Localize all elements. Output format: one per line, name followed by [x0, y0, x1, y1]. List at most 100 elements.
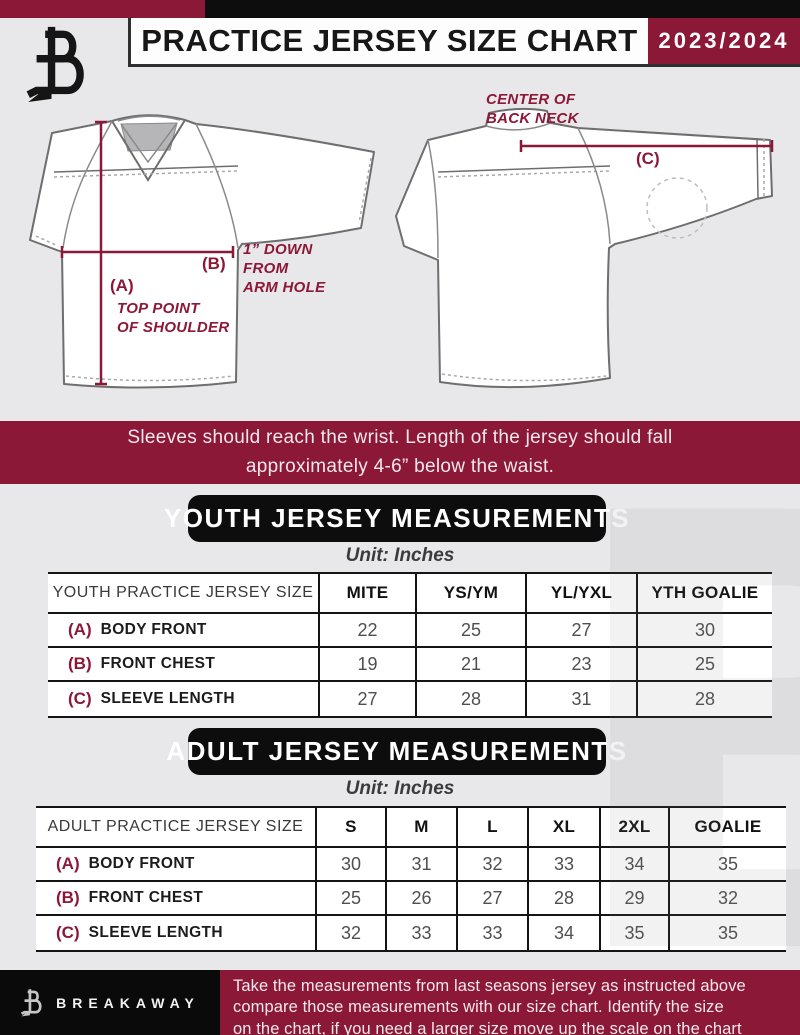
- table-row: (A) BODY FRONT 22 25 27 30: [48, 614, 772, 648]
- back-jersey-outline: [395, 107, 773, 389]
- label-c-desc-line2: BACK NECK: [486, 110, 579, 128]
- label-a-key: (A): [110, 276, 134, 295]
- cell-value: 32: [315, 916, 385, 950]
- row-name: SLEEVE LENGTH: [100, 690, 235, 707]
- fit-note-banner: Sleeves should reach the wrist. Length o…: [0, 421, 800, 484]
- cell-value: 32: [668, 882, 786, 914]
- label-c-desc-line1: CENTER OF: [486, 91, 576, 108]
- cell-value: 25: [415, 614, 525, 646]
- footer-instructions-line1: Take the measurements from last seasons …: [233, 977, 746, 995]
- title-bar: PRACTICE JERSEY SIZE CHART: [128, 18, 648, 64]
- label-c-key: (C): [636, 149, 660, 168]
- label-a-desc: TOP POINT OF SHOULDER: [117, 299, 229, 337]
- footer: BREAKAWAY Take the measurements from las…: [0, 970, 800, 1035]
- row-name: FRONT CHEST: [88, 889, 204, 906]
- adult-table-header-row: ADULT PRACTICE JERSEY SIZE S M L XL 2XL …: [36, 808, 786, 848]
- row-name: SLEEVE LENGTH: [88, 924, 223, 941]
- cell-value: 23: [525, 648, 636, 680]
- youth-unit-label: Unit: Inches: [345, 545, 455, 566]
- cell-value: 28: [527, 882, 599, 914]
- page-title: PRACTICE JERSEY SIZE CHART: [141, 23, 638, 58]
- cell-value: 32: [456, 848, 527, 880]
- cell-value: 33: [456, 916, 527, 950]
- adult-measurements-table: ADULT PRACTICE JERSEY SIZE S M L XL 2XL …: [36, 806, 786, 952]
- youth-heading-label: YOUTH JERSEY MEASUREMENTS: [163, 503, 631, 533]
- cell-value: 35: [668, 848, 786, 880]
- footer-instructions-line3: on the chart, if you need a larger size …: [233, 1019, 742, 1035]
- cell-value: 27: [318, 682, 415, 716]
- row-label: (A) BODY FRONT: [36, 848, 315, 880]
- youth-col-header: YTH GOALIE: [636, 574, 772, 612]
- cell-value: 30: [636, 614, 772, 646]
- cell-value: 19: [318, 648, 415, 680]
- adult-col-header: M: [385, 808, 456, 846]
- row-label: (C) SLEEVE LENGTH: [36, 916, 315, 950]
- cell-value: 27: [525, 614, 636, 646]
- row-label: (B) FRONT CHEST: [48, 648, 318, 680]
- season-badge: 2023/2024: [648, 18, 800, 64]
- cell-value: 31: [525, 682, 636, 716]
- youth-col-header: YS/YM: [415, 574, 525, 612]
- row-key: (B): [56, 888, 80, 907]
- cell-value: 29: [599, 882, 668, 914]
- footer-brand-name: BREAKAWAY: [56, 994, 200, 1011]
- adult-col-header: 2XL: [599, 808, 668, 846]
- cell-value: 26: [385, 882, 456, 914]
- measurement-line-b: [60, 246, 235, 258]
- label-a-desc-line1: TOP POINT: [117, 300, 200, 317]
- cell-value: 34: [599, 848, 668, 880]
- adult-col-header: GOALIE: [668, 808, 786, 846]
- row-key: (A): [56, 854, 80, 873]
- season-label: 2023/2024: [658, 28, 790, 53]
- table-row: (B) FRONT CHEST 25 26 27 28 29 32: [36, 882, 786, 916]
- cell-value: 31: [385, 848, 456, 880]
- row-name: FRONT CHEST: [100, 655, 216, 672]
- cell-value: 28: [636, 682, 772, 716]
- logo-bottom-loop: [26, 54, 84, 98]
- footer-instructions: Take the measurements from last seasons …: [220, 970, 800, 1035]
- row-name: BODY FRONT: [100, 621, 207, 638]
- row-key: (A): [68, 620, 92, 639]
- cell-value: 35: [668, 916, 786, 950]
- cell-value: 28: [415, 682, 525, 716]
- header-title-row: PRACTICE JERSEY SIZE CHART 2023/2024: [128, 18, 800, 67]
- youth-table-header-row: YOUTH PRACTICE JERSEY SIZE MITE YS/YM YL…: [48, 574, 772, 614]
- adult-col-header: XL: [527, 808, 599, 846]
- fit-note-line1: Sleeves should reach the wrist. Length o…: [127, 427, 673, 448]
- adult-section-heading: ADULT JERSEY MEASUREMENTS: [166, 728, 626, 775]
- label-b-key: (B): [202, 254, 226, 273]
- youth-col-header: MITE: [318, 574, 415, 612]
- cell-value: 30: [315, 848, 385, 880]
- youth-measurements-table: YOUTH PRACTICE JERSEY SIZE MITE YS/YM YL…: [48, 572, 772, 718]
- cell-value: 33: [385, 916, 456, 950]
- label-b-desc-line1: 1” DOWN: [243, 241, 313, 258]
- label-b-desc-line2: FROM: [243, 260, 289, 278]
- adult-col-header: ADULT PRACTICE JERSEY SIZE: [47, 818, 304, 835]
- breakaway-logo-small-icon: [21, 988, 42, 1016]
- row-label: (A) BODY FRONT: [48, 614, 318, 646]
- row-label: (C) SLEEVE LENGTH: [48, 682, 318, 716]
- header-accent-strip: [0, 0, 800, 18]
- table-row: (A) BODY FRONT 30 31 32 33 34 35: [36, 848, 786, 882]
- row-label: (B) FRONT CHEST: [36, 882, 315, 914]
- footer-brand-block: BREAKAWAY: [0, 970, 220, 1035]
- row-key: (C): [68, 689, 92, 708]
- table-row: (B) FRONT CHEST 19 21 23 25: [48, 648, 772, 682]
- cell-value: 34: [527, 916, 599, 950]
- cell-value: 35: [599, 916, 668, 950]
- footer-instructions-line2: compare those measurements with our size…: [233, 998, 724, 1017]
- adult-col-header: S: [315, 808, 385, 846]
- adult-unit-label: Unit: Inches: [345, 778, 455, 799]
- youth-col-header: YL/YXL: [525, 574, 636, 612]
- label-c-desc: CENTER OF BACK NECK: [486, 90, 579, 128]
- cell-value: 25: [636, 648, 772, 680]
- youth-col-header: YOUTH PRACTICE JERSEY SIZE: [52, 584, 314, 601]
- breakaway-logo-icon: [26, 26, 84, 103]
- cell-value: 22: [318, 614, 415, 646]
- youth-section-heading: YOUTH JERSEY MEASUREMENTS: [164, 495, 629, 542]
- adult-heading-label: ADULT JERSEY MEASUREMENTS: [166, 736, 628, 766]
- jersey-diagram-area: (A) TOP POINT OF SHOULDER (B) 1” DOWN FR…: [0, 68, 800, 420]
- measurement-line-c: [519, 140, 774, 152]
- adult-col-header: L: [456, 808, 527, 846]
